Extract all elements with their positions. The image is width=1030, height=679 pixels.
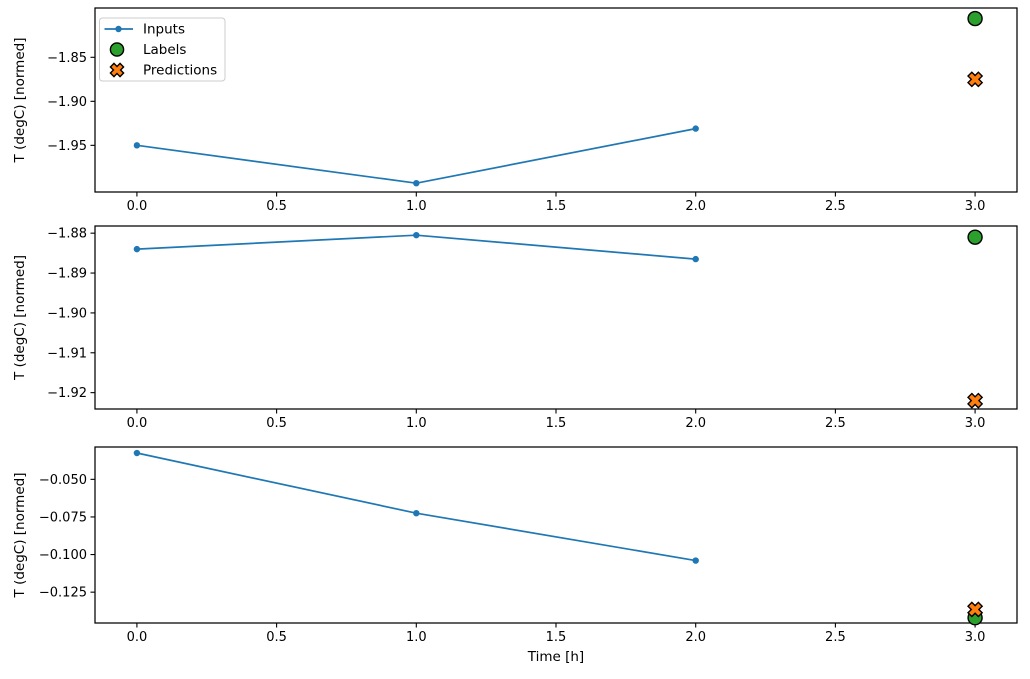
inputs-point bbox=[692, 255, 699, 263]
x-tick-label: 0.5 bbox=[266, 199, 287, 214]
labels-point bbox=[967, 229, 983, 245]
predictions-point bbox=[967, 71, 984, 88]
x-tick-label: 1.5 bbox=[546, 199, 567, 214]
y-axis-label: T (degC) [normed] bbox=[12, 473, 28, 599]
y-tick-label: −0.075 bbox=[39, 510, 87, 525]
y-tick-label: −0.125 bbox=[39, 586, 87, 601]
y-tick-label: −1.92 bbox=[47, 386, 87, 401]
subplot-2: 0.0 0.5 1.0 1.5 2.0 2.5 3.0 −1.88 −1.89 −1.90 −1.9… bbox=[12, 225, 1018, 431]
x-tick-label: 0.0 bbox=[127, 630, 148, 645]
legend-label: Predictions bbox=[143, 63, 217, 79]
legend: Inputs Labels Predictions bbox=[99, 17, 226, 82]
x-tick-label: 2.0 bbox=[685, 199, 706, 214]
legend-circle-icon bbox=[109, 42, 125, 57]
axes-frame bbox=[94, 7, 1018, 193]
x-tick-label: 0.0 bbox=[127, 199, 148, 214]
y-tick-label: −0.100 bbox=[39, 548, 87, 563]
legend-entry-labels: Labels bbox=[109, 42, 186, 58]
inputs-line bbox=[136, 234, 696, 260]
y-tick-label: −1.90 bbox=[47, 95, 87, 110]
x-tick-label: 2.5 bbox=[825, 630, 846, 645]
y-tick-label: −0.050 bbox=[39, 473, 87, 488]
legend-label: Inputs bbox=[143, 22, 185, 38]
legend-dot-sample bbox=[115, 25, 122, 33]
inputs-point bbox=[133, 142, 141, 149]
legend-entry-predictions: Predictions bbox=[109, 62, 217, 79]
x-tick-label: 1.5 bbox=[546, 416, 567, 431]
y-tick-label: −1.91 bbox=[47, 346, 87, 361]
y-axis-label: T (degC) [normed] bbox=[12, 38, 28, 164]
x-tick-label: 2.0 bbox=[685, 416, 706, 431]
subplot-1: 0.0 0.5 1.0 1.5 2.0 2.5 3.0 −1.85 −1.90 −1.95 T (d… bbox=[12, 7, 1018, 214]
x-tick-label: 3.0 bbox=[965, 630, 986, 645]
x-tick-label: 1.0 bbox=[406, 630, 427, 645]
x-tick-label: 1.0 bbox=[406, 199, 427, 214]
x-tick-label: 0.5 bbox=[266, 630, 287, 645]
x-tick-label: 2.5 bbox=[825, 416, 846, 431]
x-tick-label: 2.0 bbox=[685, 630, 706, 645]
x-tick-label: 1.5 bbox=[546, 630, 567, 645]
predictions-point bbox=[967, 392, 984, 409]
inputs-point bbox=[413, 509, 420, 517]
legend-x-icon bbox=[109, 62, 125, 78]
x-tick-label: 1.0 bbox=[406, 416, 427, 431]
x-axis-label: Time [h] bbox=[527, 649, 584, 665]
inputs-line bbox=[136, 127, 696, 185]
y-tick-label: −1.95 bbox=[47, 139, 87, 154]
y-tick-label: −1.88 bbox=[47, 227, 87, 242]
x-tick-label: 2.5 bbox=[825, 199, 846, 214]
y-tick-label: −1.89 bbox=[47, 267, 87, 282]
x-tick-label: 3.0 bbox=[965, 199, 986, 214]
inputs-point bbox=[692, 557, 699, 564]
subplot-3: 0.0 0.5 1.0 1.5 2.0 2.5 3.0 −0.050 −0.075 −0.100 −… bbox=[12, 446, 1018, 645]
y-axis-label: T (degC) [normed] bbox=[12, 255, 28, 381]
legend-box bbox=[99, 17, 226, 82]
labels-point bbox=[967, 10, 983, 27]
x-tick-label: 0.0 bbox=[127, 416, 148, 431]
inputs-point bbox=[133, 245, 141, 253]
axes-frame bbox=[94, 225, 1018, 410]
y-tick-label: −1.90 bbox=[47, 306, 87, 321]
x-tick-label: 0.5 bbox=[266, 416, 287, 431]
y-tick-label: −1.85 bbox=[47, 51, 87, 66]
legend-entry-inputs: Inputs bbox=[104, 22, 185, 38]
inputs-point bbox=[133, 449, 141, 457]
x-tick-label: 3.0 bbox=[965, 416, 986, 431]
inputs-point bbox=[413, 231, 420, 239]
inputs-point bbox=[692, 125, 699, 132]
predictions-point bbox=[967, 601, 984, 618]
legend-label: Labels bbox=[143, 42, 186, 58]
inputs-line bbox=[136, 452, 696, 562]
inputs-point bbox=[413, 179, 420, 187]
